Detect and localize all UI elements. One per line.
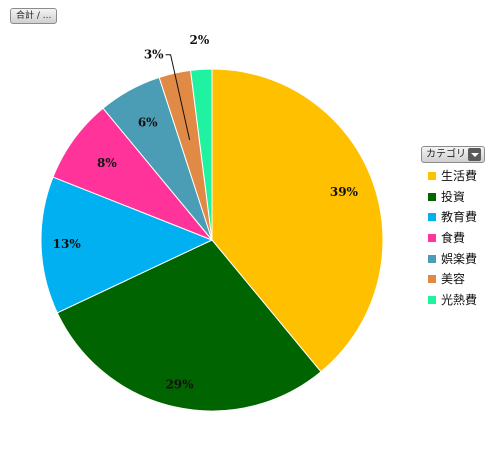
legend-label: 美容: [441, 272, 466, 287]
leader-line-6: [165, 54, 191, 141]
legend-label: 生活費: [441, 169, 478, 183]
pie-slice-2[interactable]: [56, 239, 322, 412]
data-label-3: 13%: [53, 237, 82, 251]
data-label-5: 6%: [138, 116, 158, 130]
data-labels: 39% 29% 13% 8% 6% 3% 2%: [53, 33, 359, 392]
chevron-down-icon[interactable]: [468, 148, 481, 161]
legend-swatch: [428, 296, 436, 305]
pie-slice-1[interactable]: [211, 68, 384, 373]
legend-swatch: [428, 234, 436, 243]
legend-swatch: [428, 192, 436, 201]
data-label-1: 39%: [330, 185, 359, 199]
legend-label: 投資: [441, 189, 466, 204]
legend-label: 光熱費: [441, 293, 478, 308]
legend-swatch: [428, 275, 436, 284]
data-label-4: 8%: [97, 156, 117, 170]
legend-swatch: [428, 213, 436, 222]
pie-slice-7[interactable]: [190, 68, 213, 241]
pie-slices: [40, 68, 384, 412]
category-filter-label: カテゴリ: [426, 149, 466, 160]
legend-swatch: [428, 172, 436, 180]
value-field-button[interactable]: 合計 / ...: [10, 8, 58, 24]
legend-label: 食費: [441, 231, 466, 246]
leader-lines: [165, 54, 191, 141]
legend-swatch: [428, 254, 436, 263]
data-label-2: 29%: [165, 378, 194, 392]
pie-slice-3[interactable]: [40, 176, 214, 314]
data-label-7: 2%: [190, 33, 210, 47]
legend-label: 教育費: [441, 210, 478, 225]
legend-label: 娯楽費: [441, 251, 478, 266]
category-filter-dropdown[interactable]: カテゴリ: [421, 146, 485, 163]
data-label-6: 3%: [144, 47, 164, 61]
